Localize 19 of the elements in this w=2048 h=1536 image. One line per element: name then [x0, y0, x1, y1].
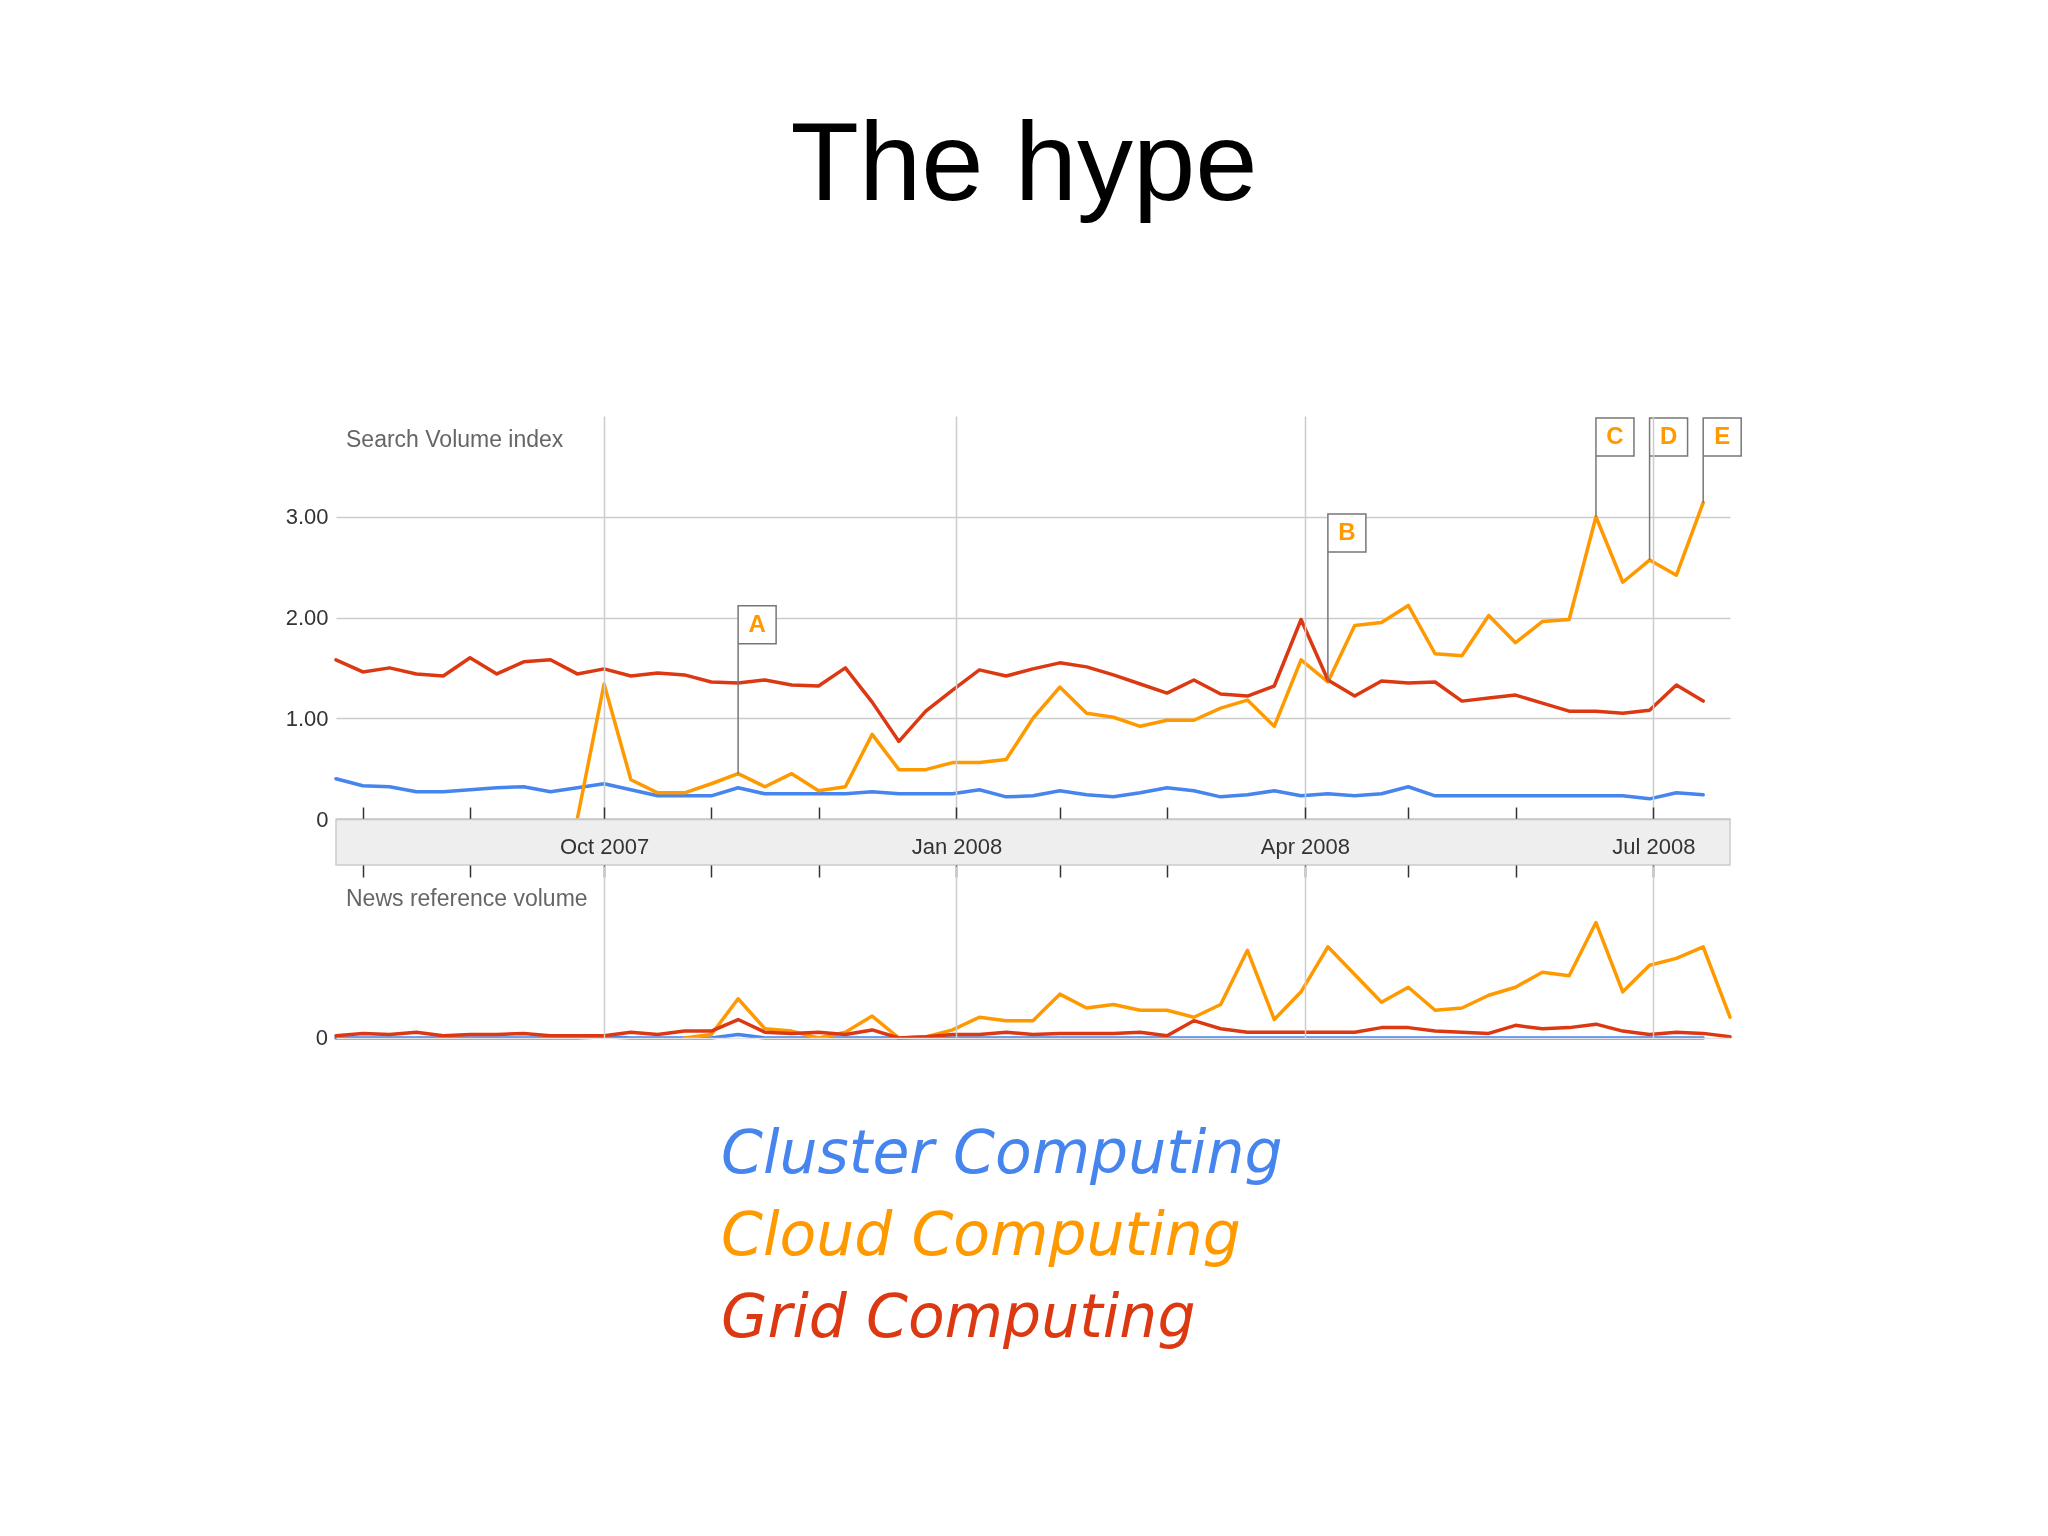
- annotation: B: [1338, 517, 1356, 545]
- y-axis-title: News reference volume: [346, 885, 588, 911]
- text: Cloud Computing: [721, 1199, 1241, 1269]
- x-tick-label: Oct 2007: [559, 833, 650, 859]
- annotation: A: [748, 609, 766, 637]
- series-label: Cluster Computing: [721, 1117, 1283, 1187]
- x-tick-label: Jul 2008: [1612, 833, 1696, 859]
- y-tick-label: 0: [316, 806, 329, 832]
- y-tick-label: 1.00: [285, 705, 329, 731]
- y-axis-title: Search Volume index: [346, 426, 564, 452]
- y-tick-label: 2.00: [285, 605, 329, 630]
- y-tick-label: 3.00: [285, 504, 329, 530]
- annotation: C: [1606, 422, 1624, 449]
- text: Grid Computing: [721, 1281, 1196, 1351]
- x-tick-label: Jan 2008: [911, 833, 1003, 859]
- annotation: D: [1659, 422, 1678, 449]
- x-tick-label: Apr 2008: [1260, 833, 1351, 859]
- annotation: E: [1714, 422, 1731, 449]
- chart-title: The hype: [790, 99, 1258, 224]
